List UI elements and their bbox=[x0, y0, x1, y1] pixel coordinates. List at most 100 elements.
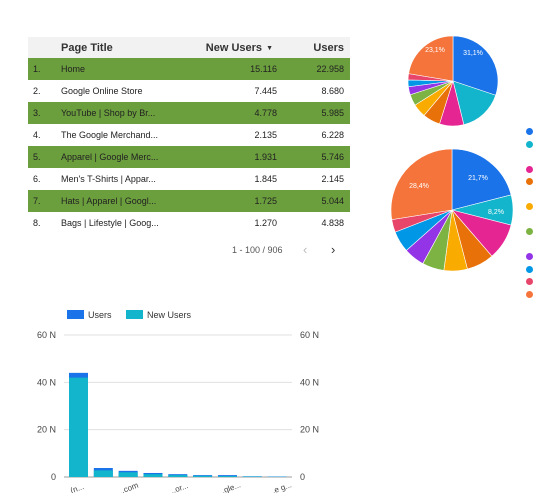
table-row[interactable]: 7. Hats | Apparel | Googl... 1.725 5.044 bbox=[28, 190, 350, 212]
column-header-new-users[interactable]: New Users ▼ bbox=[206, 42, 273, 54]
row-new-users: 4.778 bbox=[254, 108, 277, 118]
pagination-label: 1 - 100 / 906 bbox=[232, 245, 283, 255]
row-index: 8. bbox=[33, 218, 41, 228]
row-users: 5.044 bbox=[321, 196, 344, 206]
bar-new-users[interactable] bbox=[217, 476, 237, 477]
table-row[interactable]: 3. YouTube | Shop by Br... 4.778 5.985 bbox=[28, 102, 350, 124]
y-tick-label: 20 N bbox=[37, 425, 56, 435]
y-tick-label: 20 N bbox=[300, 425, 319, 435]
row-users: 4.838 bbox=[321, 218, 344, 228]
row-users: 6.228 bbox=[321, 130, 344, 140]
bar-chart: 0 0 20 N 20 N 40 N 40 N 60 N 60 N (n... ...com...… bbox=[37, 330, 319, 493]
row-page-title: Men's T-Shirts | Appar... bbox=[61, 174, 156, 184]
x-tick-label: ...com bbox=[116, 481, 140, 493]
legend-swatch-new-users bbox=[126, 310, 144, 319]
legend-label-new-users: New Users bbox=[147, 310, 192, 320]
row-users: 22.958 bbox=[316, 64, 344, 74]
row-index: 1. bbox=[33, 64, 41, 74]
table-row[interactable]: 5. Apparel | Google Merc... 1.931 5.746 bbox=[28, 146, 350, 168]
legend-dot bbox=[526, 203, 533, 211]
row-new-users: 7.445 bbox=[254, 86, 277, 96]
x-tick-label: ...or... bbox=[168, 481, 190, 493]
row-new-users: 1.845 bbox=[254, 174, 277, 184]
pie-slice-label: 23,1% bbox=[425, 47, 445, 54]
y-tick-label: 60 N bbox=[37, 330, 56, 340]
row-page-title: Apparel | Google Merc... bbox=[61, 152, 159, 162]
bar-new-users[interactable] bbox=[168, 475, 188, 477]
table-row[interactable]: 4. The Google Merchand... 2.135 6.228 bbox=[28, 124, 350, 146]
data-table: Page Title New Users ▼ Users 1. Home 15.116… bbox=[28, 37, 350, 234]
pie-chart-top: 31,1% 23,1% bbox=[407, 35, 499, 127]
chevron-right-icon[interactable]: › bbox=[331, 242, 336, 257]
row-index: 2. bbox=[33, 86, 41, 96]
x-tick-label: (n... bbox=[69, 482, 85, 493]
table-row[interactable]: 1. Home 15.116 22.958 bbox=[28, 58, 350, 80]
bar-new-users[interactable] bbox=[118, 472, 138, 477]
pie-slice[interactable] bbox=[452, 35, 499, 96]
legend-dot bbox=[526, 265, 533, 273]
bar-new-users[interactable] bbox=[69, 377, 88, 477]
legend-label-users: Users bbox=[88, 310, 112, 320]
column-header-users[interactable]: Users bbox=[313, 42, 344, 54]
bar-new-users[interactable] bbox=[193, 475, 213, 477]
pie-slice-label: 8,2% bbox=[488, 209, 504, 216]
table-row[interactable]: 2. Google Online Store 7.445 8.680 bbox=[28, 80, 350, 102]
legend-dot bbox=[526, 253, 533, 261]
row-new-users: 1.725 bbox=[254, 196, 277, 206]
pie-slice-label: 21,7% bbox=[468, 175, 488, 182]
row-index: 3. bbox=[33, 108, 41, 118]
legend-dot bbox=[526, 140, 533, 148]
bar-new-users[interactable] bbox=[93, 470, 113, 477]
table-body: 1. Home 15.116 22.958 2. Google Online Store 7… bbox=[28, 58, 350, 234]
x-tick-label: ...e g... bbox=[267, 480, 293, 493]
pie-slice[interactable] bbox=[390, 148, 453, 220]
row-new-users: 15.116 bbox=[250, 64, 277, 74]
y-tick-label: 60 N bbox=[300, 330, 319, 340]
legend-swatch-users bbox=[67, 310, 84, 319]
y-tick-label: 40 N bbox=[37, 377, 56, 387]
x-tick-label: ...gle... bbox=[216, 480, 242, 493]
row-users: 5.746 bbox=[321, 152, 344, 162]
pie-slice-label: 28,4% bbox=[409, 183, 429, 190]
pie-slice[interactable] bbox=[452, 80, 497, 126]
bar-new-users[interactable] bbox=[143, 474, 163, 477]
row-page-title: Google Online Store bbox=[61, 86, 143, 96]
legend-dot bbox=[526, 278, 533, 286]
row-users: 8.680 bbox=[321, 86, 344, 96]
row-index: 4. bbox=[33, 130, 41, 140]
legend-dot bbox=[526, 290, 533, 298]
row-page-title: Hats | Apparel | Googl... bbox=[61, 196, 157, 206]
y-tick-label: 40 N bbox=[300, 377, 319, 387]
row-users: 5.985 bbox=[321, 108, 344, 118]
row-new-users: 1.931 bbox=[254, 152, 277, 162]
row-index: 5. bbox=[33, 152, 41, 162]
row-index: 7. bbox=[33, 196, 41, 206]
legend-dot bbox=[526, 128, 533, 135]
pie-slice[interactable] bbox=[451, 148, 512, 211]
sort-desc-icon: ▼ bbox=[266, 45, 273, 52]
pie-chart-bottom: 21,7% 8,2% 28,4% bbox=[390, 148, 514, 272]
table-row[interactable]: 8. Bags | Lifestyle | Goog... 1.270 4.838 bbox=[28, 212, 350, 234]
row-users: 2.145 bbox=[321, 174, 344, 184]
row-page-title: Home bbox=[61, 64, 86, 74]
row-new-users: 2.135 bbox=[254, 130, 277, 140]
table-row[interactable]: 6. Men's T-Shirts | Appar... 1.845 2.145 bbox=[28, 168, 350, 190]
column-header-page-title[interactable]: Page Title bbox=[61, 42, 113, 54]
y-tick-label: 0 bbox=[300, 472, 305, 482]
table-header: Page Title New Users ▼ Users bbox=[28, 37, 350, 58]
row-page-title: The Google Merchand... bbox=[61, 130, 159, 140]
row-index: 6. bbox=[33, 174, 41, 184]
row-page-title: YouTube | Shop by Br... bbox=[61, 108, 156, 118]
pie-slice[interactable] bbox=[408, 35, 454, 82]
legend-dot bbox=[526, 165, 533, 173]
row-page-title: Bags | Lifestyle | Goog... bbox=[61, 218, 159, 228]
legend-dot bbox=[526, 228, 533, 236]
y-tick-label: 0 bbox=[51, 472, 56, 482]
bar-chart-legend: Users New Users bbox=[67, 310, 203, 320]
row-new-users: 1.270 bbox=[254, 218, 277, 228]
legend-dot bbox=[526, 178, 533, 186]
pie-slice-label: 31,1% bbox=[463, 50, 483, 57]
legend-item-new-users[interactable]: New Users bbox=[126, 310, 191, 320]
legend-item-users[interactable]: Users bbox=[67, 310, 112, 320]
chevron-left-icon[interactable]: ‹ bbox=[303, 242, 308, 257]
